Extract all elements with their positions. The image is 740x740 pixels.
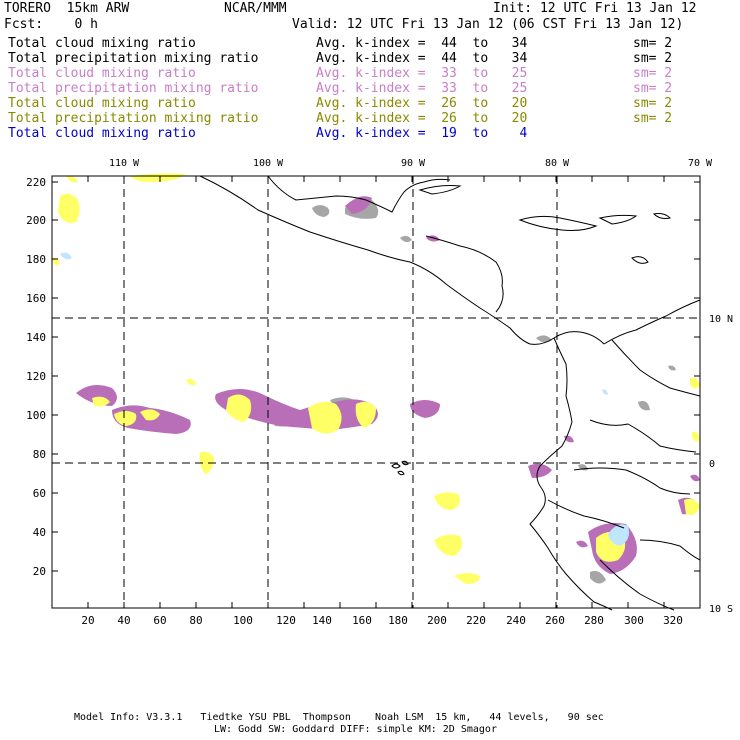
x-tick-label: 300 (624, 614, 644, 627)
y-tick-labels: 220 200 180 160 140 120 100 80 60 40 20 (26, 176, 46, 578)
x-tick-label: 40 (117, 614, 130, 627)
x-tick-label: 180 (388, 614, 408, 627)
y-tick-label: 140 (26, 331, 46, 344)
x-tick-label: 200 (427, 614, 447, 627)
x-tick-label: 320 (663, 614, 683, 627)
legend-sm: sm= 2 (633, 36, 673, 51)
legend-field: Total precipitation mixing ratio (8, 111, 259, 126)
lat-labels: 10 N 0 10 S (709, 314, 733, 615)
x-tick-labels: 20 40 60 80 100 120 140 160 180 200 220 … (81, 614, 683, 627)
y-tick-label: 100 (26, 409, 46, 422)
y-tick-label: 60 (33, 487, 46, 500)
x-tick-label: 140 (312, 614, 332, 627)
org-label: NCAR/MMM (224, 1, 287, 16)
y-tick-label: 40 (33, 526, 46, 539)
purple-fill (76, 196, 700, 574)
legend-sm: sm= 2 (633, 96, 673, 111)
lat-label: 10 N (709, 314, 733, 325)
y-tick-label: 20 (33, 565, 46, 578)
lon-label: 70 W (688, 158, 713, 169)
x-ticks (87, 176, 665, 608)
legend-index: Avg. k-index = 44 to 34 (316, 36, 528, 51)
x-tick-label: 100 (233, 614, 253, 627)
legend-index: Avg. k-index = 19 to 4 (316, 126, 528, 141)
lon-labels: 110 W 100 W 90 W 80 W 70 W (109, 158, 713, 169)
y-tick-label: 120 (26, 370, 46, 383)
legend-field: Total cloud mixing ratio (8, 126, 196, 141)
legend-index: Avg. k-index = 26 to 20 (316, 111, 528, 126)
legend-index: Avg. k-index = 33 to 25 (316, 81, 528, 96)
legend-sm: sm= 2 (633, 51, 673, 66)
legend-sm: sm= 2 (633, 111, 673, 126)
lon-label: 110 W (109, 158, 140, 169)
lat-label: 0 (709, 459, 715, 470)
legend-index: Avg. k-index = 33 to 25 (316, 66, 528, 81)
lon-label: 80 W (545, 158, 570, 169)
x-tick-label: 120 (276, 614, 296, 627)
graticule (52, 176, 700, 608)
legend-field: Total precipitation mixing ratio (8, 81, 259, 96)
physics-info: LW: Godd SW: Goddard DIFF: simple KM: 2D… (214, 724, 497, 735)
y-tick-label: 200 (26, 214, 46, 227)
lon-label: 100 W (253, 158, 284, 169)
y-tick-label: 160 (26, 292, 46, 305)
x-tick-label: 20 (81, 614, 94, 627)
y-tick-label: 80 (33, 448, 46, 461)
x-tick-label: 60 (153, 614, 166, 627)
forecast-hour: Fcst: 0 h (4, 17, 98, 32)
x-tick-label: 160 (352, 614, 372, 627)
field-shading (52, 173, 700, 584)
legend-field: Total precipitation mixing ratio (8, 51, 259, 66)
yellow-fill (52, 173, 700, 584)
model-info: Model Info: V3.3.1 Tiedtke YSU PBL Thomp… (74, 712, 604, 723)
x-tick-label: 80 (189, 614, 202, 627)
legend-index: Avg. k-index = 26 to 20 (316, 96, 528, 111)
lat-label: 10 S (709, 604, 733, 615)
x-tick-label: 260 (545, 614, 565, 627)
legend-sm: sm= 2 (633, 81, 673, 96)
lon-label: 90 W (401, 158, 426, 169)
y-tick-label: 220 (26, 176, 46, 189)
model-title: TORERO 15km ARW (4, 1, 130, 16)
legend-field: Total cloud mixing ratio (8, 36, 196, 51)
y-ticks (52, 181, 700, 572)
legend-field: Total cloud mixing ratio (8, 66, 196, 81)
y-tick-label: 180 (26, 253, 46, 266)
x-tick-label: 240 (506, 614, 526, 627)
legend-index: Avg. k-index = 44 to 34 (316, 51, 528, 66)
x-tick-label: 280 (584, 614, 604, 627)
legend-field: Total cloud mixing ratio (8, 96, 196, 111)
x-tick-label: 220 (466, 614, 486, 627)
init-time: Init: 12 UTC Fri 13 Jan 12 (493, 1, 697, 16)
legend-sm: sm= 2 (633, 66, 673, 81)
light-blue-fill (60, 252, 629, 546)
valid-time: Valid: 12 UTC Fri 13 Jan 12 (06 CST Fri … (292, 17, 684, 32)
